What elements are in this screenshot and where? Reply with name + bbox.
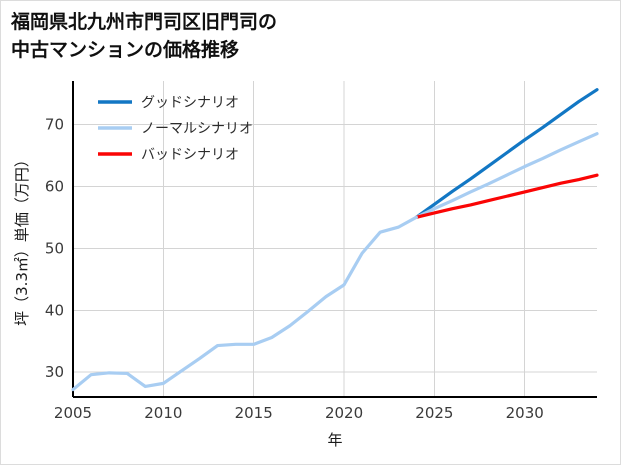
series-line (414, 173, 599, 219)
y-tick-label: 70 (45, 115, 64, 133)
series-line (414, 88, 599, 219)
legend-label[interactable]: ノーマルシナリオ (141, 121, 253, 137)
y-tick-label: 50 (45, 239, 64, 257)
y-tick-label: 60 (45, 177, 64, 195)
axis-spines (72, 81, 597, 398)
x-tick-label: 2005 (54, 404, 92, 422)
y-tick-label: 30 (45, 363, 64, 381)
x-axis-ticks: 2005 2010 2015 2020 2025 2030 (54, 404, 544, 422)
x-tick-label: 2020 (325, 404, 363, 422)
x-tick-label: 2025 (415, 404, 453, 422)
y-axis-ticks: 30 40 50 60 70 (45, 115, 64, 381)
series-line (414, 132, 599, 219)
series-line (71, 215, 418, 392)
x-axis-title: 年 (327, 431, 342, 449)
x-tick-label: 2010 (144, 404, 182, 422)
x-tick-label: 2030 (506, 404, 544, 422)
axis-titles: 年 坪（3.3㎡）単価（万円） (13, 152, 343, 449)
page-title: 福岡県北九州市門司区旧門司の 中古マンションの価格推移 (11, 11, 278, 61)
y-axis-title: 坪（3.3㎡）単価（万円） (13, 152, 31, 326)
legend-label[interactable]: グッドシナリオ (141, 95, 239, 111)
legend-label[interactable]: バッドシナリオ (141, 147, 239, 163)
y-tick-label: 40 (45, 301, 64, 319)
data-series (71, 88, 599, 392)
x-tick-label: 2015 (235, 404, 273, 422)
